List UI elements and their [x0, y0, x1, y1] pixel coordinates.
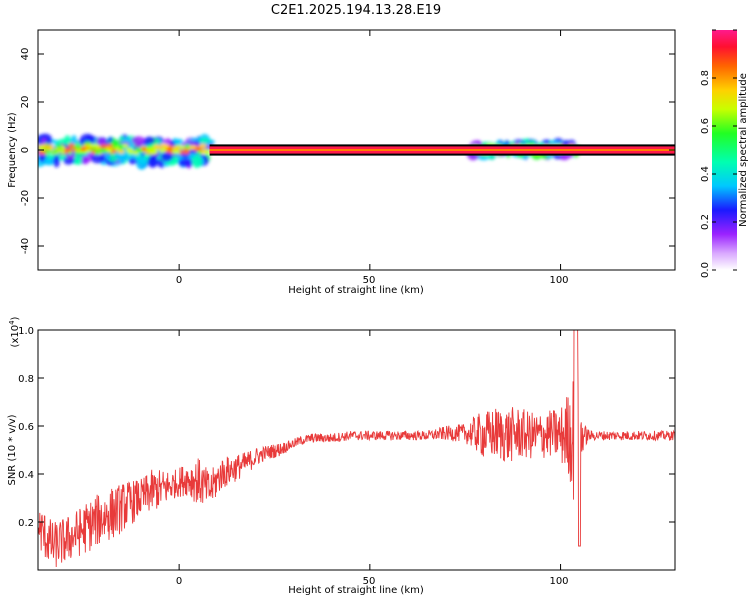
spectral-ridge	[165, 148, 173, 153]
spectral-ridge	[172, 149, 181, 154]
figure-title: C2E1.2025.194.13.28.E19	[271, 3, 441, 18]
spectral-ridge	[148, 150, 158, 155]
spectral-ridge	[187, 145, 197, 150]
snr-multiplier: (x104)	[8, 316, 21, 347]
spectral-blob	[160, 151, 173, 162]
snr-y-axis-label: SNR (10 * v/v)	[7, 414, 18, 485]
snr-frame	[37, 329, 676, 571]
band-core	[209, 149, 675, 151]
spectral-ridge	[63, 147, 74, 152]
spectral-blob	[41, 138, 47, 145]
spectral-ridge	[127, 149, 135, 154]
spectral-ridge	[80, 146, 87, 151]
spectral-ridge	[53, 149, 58, 154]
spectral-blob	[191, 155, 203, 169]
spectrogram-x-axis-label: Height of straight line (km)	[288, 285, 424, 296]
spectrogram-y-tick-m20: -20	[20, 190, 31, 206]
spectral-blob	[80, 155, 90, 165]
spectral-ridge	[115, 146, 120, 151]
spectral-ridge	[119, 145, 124, 150]
spectral-ridge	[97, 148, 106, 153]
spectral-ridge	[178, 145, 186, 150]
colorbar-tick-0: 0.0	[700, 262, 711, 278]
spectral-ridge	[141, 147, 147, 152]
spectral-ridge	[111, 148, 117, 153]
colorbar: 0.0 0.2 0.4 0.6 0.8 Normalized spectral …	[700, 29, 749, 278]
snr-multiplier-exp: 4	[8, 320, 16, 325]
snr-x-axis-label: Height of straight line (km)	[288, 585, 424, 596]
spectral-ridge	[38, 150, 47, 155]
spectral-blob	[96, 138, 107, 145]
spectral-ridge	[200, 149, 206, 154]
colorbar-label: Normalized spectral amplitude	[738, 73, 749, 227]
spectral-blob	[128, 158, 138, 165]
spectral-blob	[43, 157, 55, 166]
spectrogram-y-tick-m40: -40	[20, 238, 31, 254]
spectral-blob	[178, 158, 194, 167]
spectral-ridge	[101, 143, 106, 148]
spectrogram-y-tick-40: 40	[20, 48, 31, 61]
spectral-blob	[74, 152, 83, 164]
snr-y-tick-02: 0.2	[18, 518, 34, 529]
spectral-ridge	[67, 143, 76, 148]
snr-multiplier-close: )	[10, 316, 21, 320]
snr-y-tick-04: 0.4	[18, 470, 34, 481]
spectrogram-heatmap	[38, 133, 675, 170]
snr-y-tick-10: 1.0	[18, 326, 34, 337]
spectrogram-y-tick-20: 20	[20, 96, 31, 109]
spectrogram-y-tick-0: 0	[20, 147, 31, 153]
snr-ticks	[38, 329, 675, 570]
snr-series-line	[38, 330, 675, 567]
snr-x-tick-0: 0	[176, 576, 182, 587]
spectral-blob	[174, 138, 184, 145]
snr-multiplier-base: (x10	[10, 325, 21, 348]
spectral-blob	[53, 155, 60, 168]
spectrogram-x-tick-0: 0	[176, 275, 182, 286]
spectral-blob	[108, 156, 118, 163]
spectral-ridge	[183, 149, 190, 154]
spectral-ridge	[86, 143, 96, 148]
spectral-ridge	[153, 145, 162, 150]
spectrogram-ticks	[38, 30, 675, 270]
spectral-ridge	[91, 150, 96, 155]
colorbar-tick-04: 0.4	[700, 166, 711, 182]
spectral-ridge	[164, 144, 169, 149]
spectral-blob	[198, 138, 211, 143]
spectral-ridge	[167, 144, 174, 149]
spectrogram-y-axis-label: Frequency (Hz)	[7, 112, 18, 188]
colorbar-tick-06: 0.6	[700, 118, 711, 134]
spectrogram-x-tick-100: 100	[549, 275, 568, 286]
snr-x-tick-50: 50	[363, 576, 376, 587]
spectral-blob	[90, 153, 106, 164]
spectral-ridge	[117, 149, 125, 154]
spectral-blob	[136, 156, 147, 170]
snr-y-tick-08: 0.8	[18, 374, 34, 385]
spectral-blob	[144, 136, 156, 145]
spectral-ridge	[60, 149, 65, 154]
colorbar-gradient	[712, 30, 737, 270]
snr-panel: 0 50 100 0.2 0.4 0.6 0.8 1.0 (x104) Heig…	[7, 316, 676, 596]
spectral-ridge	[122, 143, 129, 148]
colorbar-tick-08: 0.8	[700, 70, 711, 86]
spectrogram-panel: 0 50 100 40 20 0 -20 -40 Height of strai…	[7, 29, 676, 296]
snr-x-tick-100: 100	[549, 576, 568, 587]
spectral-ridge	[46, 145, 54, 150]
spectral-blob	[45, 154, 56, 160]
spectral-ridge	[185, 144, 190, 149]
spectrogram-x-tick-50: 50	[363, 275, 376, 286]
spectral-blob	[70, 134, 78, 146]
spectral-ridge	[55, 144, 62, 149]
colorbar-ticks	[712, 29, 737, 271]
colorbar-tick-02: 0.2	[700, 214, 711, 230]
spectral-blob	[147, 155, 158, 168]
snr-y-tick-06: 0.6	[18, 422, 34, 433]
spectral-ridge	[38, 146, 47, 151]
spectral-ridge	[198, 144, 207, 149]
